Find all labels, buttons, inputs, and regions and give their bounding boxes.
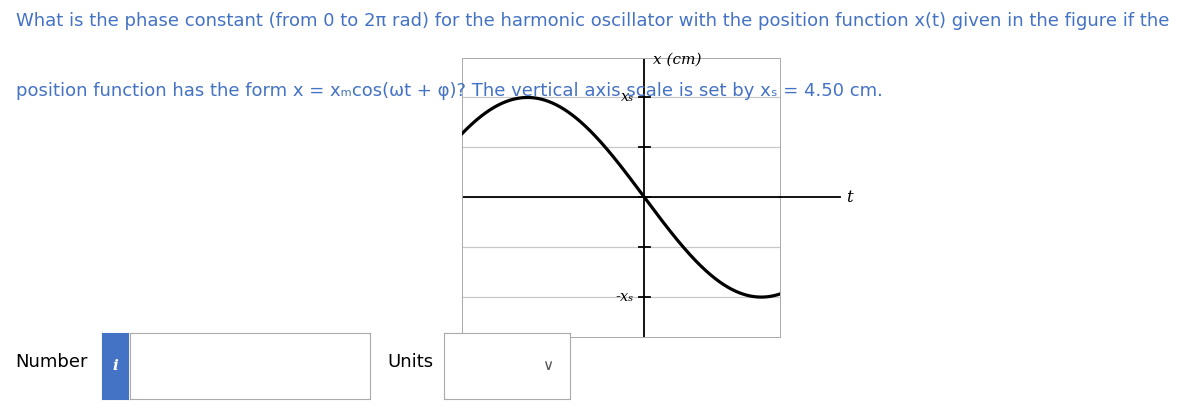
Text: Number: Number: [16, 353, 88, 371]
Text: ∨: ∨: [541, 358, 553, 373]
Text: t: t: [846, 189, 853, 206]
Text: xₛ: xₛ: [620, 90, 634, 104]
Text: x (cm): x (cm): [653, 53, 701, 67]
Text: Units: Units: [388, 353, 433, 371]
Text: i: i: [113, 359, 118, 373]
Text: -xₛ: -xₛ: [616, 290, 634, 304]
Text: What is the phase constant (from 0 to 2π rad) for the harmonic oscillator with t: What is the phase constant (from 0 to 2π…: [16, 12, 1169, 30]
Text: position function has the form x = xₘcos(ωt + φ)? The vertical axis scale is set: position function has the form x = xₘcos…: [16, 82, 882, 100]
